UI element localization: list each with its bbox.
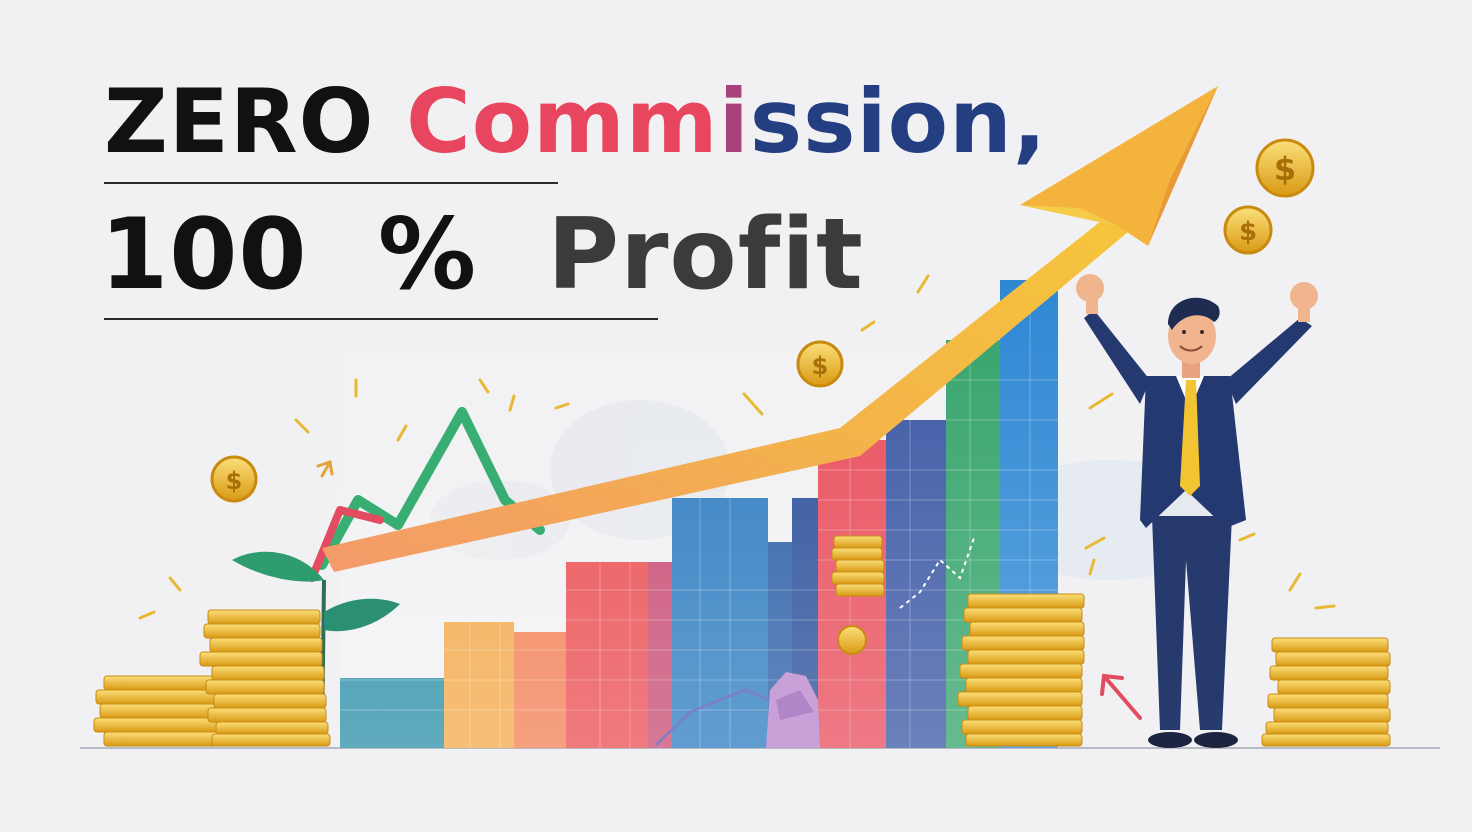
small-up-arrow-icon (316, 460, 334, 478)
confetti-sparks (138, 274, 1336, 620)
dollar-coin-icon: $ (1255, 138, 1315, 198)
headline-word-commission-part-c: ssion, (749, 70, 1048, 173)
coin-stack-left (93, 609, 331, 747)
growth-arrow-icon (322, 86, 1218, 572)
coin-symbol: $ (1274, 150, 1296, 188)
headline-line-2: 100 % Profit (100, 200, 864, 310)
headline-underline-2 (104, 318, 658, 320)
chart-trend-line (655, 688, 771, 746)
headline-word-commission-part-b: i (718, 70, 750, 173)
coin-symbol: $ (226, 467, 243, 495)
headline-line-1: ZERO Commission, (104, 70, 1047, 174)
coin-stack-right (1261, 637, 1391, 747)
dollar-coin-icon (837, 625, 867, 655)
coin-symbol: $ (1239, 217, 1257, 247)
coin-stack-small-floating (831, 535, 885, 597)
headline-underline-1 (104, 182, 558, 184)
coin-symbol: $ (812, 352, 829, 380)
headline-word-zero: ZERO (104, 70, 375, 173)
coin-stack-middle (957, 593, 1085, 747)
red-zigzag-line (308, 506, 384, 582)
headline-space (375, 70, 407, 173)
dollar-coin-icon: $ (210, 455, 258, 503)
headline-number: 100 (100, 198, 308, 312)
dollar-coin-icon: $ (1223, 205, 1273, 255)
headline-word-profit: Profit (547, 198, 864, 312)
headline-word-commission-part-a: Comm (406, 70, 719, 173)
businessman-figure (1076, 274, 1318, 748)
dollar-coin-icon: $ (796, 340, 844, 388)
small-up-arrow-icon (1100, 673, 1142, 720)
chart-sparkline (899, 534, 976, 609)
rock-pile (766, 672, 820, 748)
headline-percent-sign: % (377, 198, 478, 312)
